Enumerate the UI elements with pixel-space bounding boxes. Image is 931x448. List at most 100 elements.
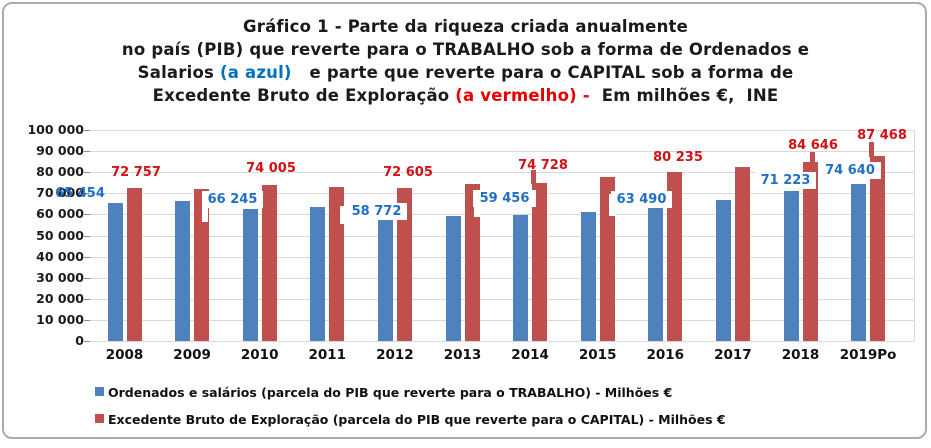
gridline xyxy=(90,214,914,216)
bar-capital-2009 xyxy=(194,189,210,341)
bar-trabalho-2013 xyxy=(445,215,461,341)
y-tick-label: 100 000 xyxy=(27,122,84,137)
y-axis-tick xyxy=(84,235,90,237)
bar-capital-2017 xyxy=(734,166,750,341)
y-axis-tick xyxy=(84,319,90,321)
value-label-capital-2019Po: 87 468 xyxy=(857,128,907,143)
y-tick-label: 20 000 xyxy=(36,290,84,306)
bar-trabalho-2011 xyxy=(310,206,326,341)
value-label-capital-2008: 72 757 xyxy=(111,165,161,180)
bar-capital-2010 xyxy=(261,184,277,341)
label-leader-line xyxy=(810,152,815,164)
y-axis-tick xyxy=(84,341,90,342)
x-tick-label: 2015 xyxy=(578,347,617,363)
y-axis-tick xyxy=(84,151,90,153)
bar-trabalho-2014 xyxy=(513,215,529,341)
value-label-trabalho-2019Po: 74 640 xyxy=(819,162,881,179)
y-tick-label: 30 000 xyxy=(36,269,84,285)
bar-capital-2015 xyxy=(599,177,615,341)
title-segment: Excedente Bruto de Exploração xyxy=(152,86,456,105)
y-tick-label: 60 000 xyxy=(36,206,84,222)
gridline xyxy=(90,151,914,153)
title-segment: (a azul) xyxy=(219,63,292,82)
legend-swatch-trabalho xyxy=(95,387,104,396)
bar-capital-2016 xyxy=(667,171,683,341)
gridline xyxy=(90,298,914,300)
bar-trabalho-2009 xyxy=(175,201,191,341)
y-axis-tick xyxy=(84,214,90,216)
gridline xyxy=(90,130,914,131)
legend-label: Excedente Bruto de Exploração (parcela d… xyxy=(108,412,726,427)
value-label-capital-2010: 74 005 xyxy=(246,161,296,176)
bar-trabalho-2015 xyxy=(580,211,596,341)
gridline xyxy=(90,277,914,279)
title-segment: (a vermelho) - xyxy=(455,86,590,105)
title-segment: no país (PIB) que reverte para o TRABALH… xyxy=(121,40,810,59)
y-tick-label: 70 000 xyxy=(36,185,84,201)
label-leader-line xyxy=(202,206,208,222)
gridline xyxy=(90,256,914,258)
bar-capital-2018 xyxy=(802,162,818,341)
gridline xyxy=(90,172,914,174)
bar-capital-2011 xyxy=(329,186,345,341)
x-tick-label: 2016 xyxy=(646,347,685,363)
y-tick-label: 80 000 xyxy=(36,164,84,180)
title-segment: Gráfico 1 - Parte da riqueza criada anua… xyxy=(242,17,688,36)
value-label-capital-2012: 72 605 xyxy=(383,165,433,180)
label-leader-line xyxy=(869,142,874,157)
value-label-trabalho-2012: 58 772 xyxy=(346,203,407,220)
bar-trabalho-2017 xyxy=(715,200,731,341)
bar-capital-2008 xyxy=(126,187,142,341)
chart-title-line-3: Salarios (a azul) e parte que reverte pa… xyxy=(0,61,931,84)
y-axis-tick xyxy=(84,193,90,195)
chart-title-line-2: no país (PIB) que reverte para o TRABALH… xyxy=(0,38,931,61)
x-tick-label: 2017 xyxy=(714,347,752,363)
value-label-trabalho-2016: 63 490 xyxy=(611,191,672,208)
bar-trabalho-2008 xyxy=(107,202,123,341)
value-label-capital-2014: 74 728 xyxy=(518,158,568,173)
value-label-capital-2018: 84 646 xyxy=(788,138,838,153)
label-leader-line xyxy=(340,206,346,224)
bar-trabalho-2016 xyxy=(648,207,664,341)
y-tick-label: 0 xyxy=(75,333,84,348)
chart-title: Gráfico 1 - Parte da riqueza criada anua… xyxy=(0,15,931,107)
y-axis-tick xyxy=(84,172,90,174)
x-tick-label: 2018 xyxy=(781,347,820,363)
bar-capital-2014 xyxy=(532,183,548,341)
bar-trabalho-2012 xyxy=(377,217,393,341)
bar-capital-2019Po xyxy=(870,156,886,341)
plot-right-border xyxy=(914,130,915,341)
y-tick-label: 40 000 xyxy=(36,248,84,264)
bar-trabalho-2018 xyxy=(783,190,799,341)
gridline xyxy=(90,341,914,342)
x-tick-label: 2011 xyxy=(308,347,347,363)
value-label-trabalho-2008: 65 454 xyxy=(55,186,105,201)
y-tick-label: 50 000 xyxy=(36,227,84,243)
value-label-capital-2016: 80 235 xyxy=(653,150,703,165)
chart-title-line-4: Excedente Bruto de Exploração (a vermelh… xyxy=(0,84,931,107)
value-label-trabalho-2018: 71 223 xyxy=(755,172,816,189)
y-axis-tick xyxy=(84,298,90,300)
y-tick-label: 90 000 xyxy=(36,143,84,159)
gridline xyxy=(90,235,914,237)
legend-swatch-capital xyxy=(95,414,104,423)
x-tick-label: 2012 xyxy=(376,347,414,363)
x-tick-label: 2019Po xyxy=(839,347,897,363)
title-segment: Salarios xyxy=(137,63,220,82)
x-tick-label: 2009 xyxy=(173,347,211,363)
x-tick-label: 2014 xyxy=(511,347,549,363)
bar-capital-2013 xyxy=(464,184,480,341)
y-axis-tick xyxy=(84,130,90,131)
value-label-trabalho-2009: 66 245 xyxy=(202,191,263,208)
value-label-trabalho-2013: 59 456 xyxy=(473,190,536,207)
gridline xyxy=(90,319,914,321)
x-tick-label: 2013 xyxy=(443,347,482,363)
title-segment: Em milhões €, INE xyxy=(589,86,779,105)
bar-trabalho-2010 xyxy=(242,208,258,341)
y-axis-tick xyxy=(84,256,90,258)
label-leader-line xyxy=(531,170,536,184)
y-axis-tick xyxy=(84,277,90,279)
bar-trabalho-2019Po xyxy=(851,183,867,341)
title-segment: e parte que reverte para o CAPITAL sob a… xyxy=(291,63,794,82)
x-tick-label: 2008 xyxy=(105,347,144,363)
